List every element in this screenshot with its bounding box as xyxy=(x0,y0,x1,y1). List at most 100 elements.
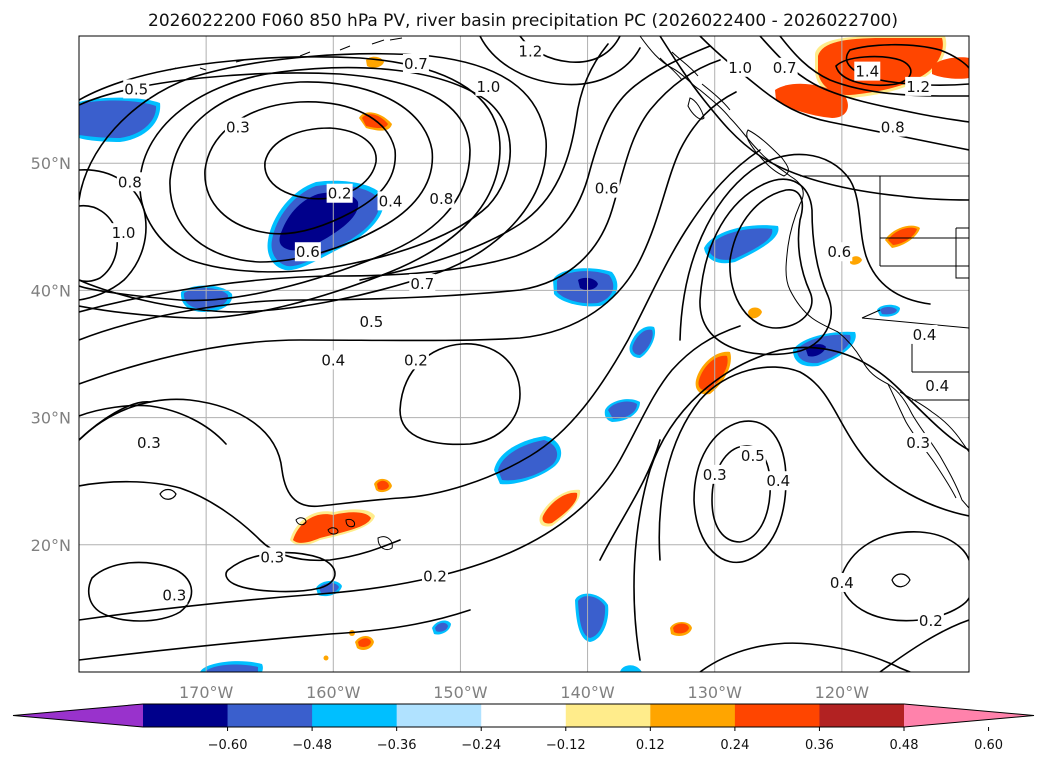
contour-label-text: 0.2 xyxy=(404,351,428,369)
lat-tick-label: 50°N xyxy=(31,154,71,173)
contour-label-text: 1.4 xyxy=(855,63,879,81)
pv-contour-0.5b xyxy=(79,59,721,341)
pv-contour-0.2 xyxy=(264,127,377,200)
contour-labels: 0.50.30.2 0.4 0.80.60.81.00.70.50.4 0.20.30… xyxy=(110,41,951,631)
contour-label-bg xyxy=(771,57,798,77)
precip-negative-blob xyxy=(632,329,653,355)
contour-label-bg xyxy=(765,471,792,491)
contour-label: 0.8 xyxy=(116,172,143,192)
precip-positive-blob xyxy=(377,480,389,490)
colorbar-segment xyxy=(143,704,229,727)
pv-contour-0.4c xyxy=(79,404,227,445)
contour-label-text: 1.2 xyxy=(906,78,930,96)
pv-contour-0.2e xyxy=(699,619,969,672)
lon-tick-label: 170°W xyxy=(179,683,234,702)
contour-label-text: 1.0 xyxy=(728,59,752,77)
pv-contour-0.7d xyxy=(659,36,969,201)
contour-label-bg xyxy=(475,76,502,96)
contour-label: 0.3 xyxy=(905,433,932,453)
contour-label-bg xyxy=(161,585,188,605)
haida-gwaii xyxy=(687,97,705,120)
contour-label-bg xyxy=(123,79,150,99)
contour-label-bg xyxy=(854,61,881,81)
pv-contour-0.4 xyxy=(169,81,434,263)
contour-label-text: 0.4 xyxy=(925,377,949,395)
lon-tick-label: 150°W xyxy=(433,683,488,702)
contour-label: 0.2 xyxy=(917,611,944,631)
contour-label: 0.6 xyxy=(593,178,620,198)
pv-contour-0.3f xyxy=(79,401,151,441)
pv-contour-0.3c xyxy=(79,480,401,562)
contour-label: 0.7 xyxy=(409,274,436,294)
latitude-tick-labels: 50°N 40°N 30°N 20°N xyxy=(31,154,71,555)
contour-label: 1.0 xyxy=(727,57,754,77)
precip-positive-blob xyxy=(888,227,917,245)
precip-negative-blob xyxy=(608,401,637,419)
pv-contour-0.3 xyxy=(204,101,397,235)
contour-label-bg xyxy=(409,274,436,294)
colorbar: −0.60 −0.48 −0.36 −0.24 −0.12 0.12 0.24 0.36 0.4… xyxy=(12,703,1035,753)
pv-contour-1.0c xyxy=(479,36,641,86)
precip-negative-blob xyxy=(498,440,558,481)
pv-contour-0.4d xyxy=(679,153,931,341)
lat-tick-label: 20°N xyxy=(31,536,71,555)
contour-label: 0.3 xyxy=(135,433,162,453)
pv-contour-small-ring-east xyxy=(891,573,911,588)
longitude-tick-labels: 170°W 160°W 150°W 140°W 130°W 120°W xyxy=(179,683,869,702)
pv-contour-0.3h xyxy=(633,346,969,661)
colorbar-extend-low xyxy=(13,704,143,727)
contour-label-bg xyxy=(924,375,951,395)
precip-negative-blob xyxy=(319,582,339,594)
vancouver-island xyxy=(746,129,789,177)
contour-label-text: 0.7 xyxy=(410,275,434,293)
contour-label-bg xyxy=(428,188,455,208)
colorbar-segment xyxy=(565,704,651,727)
contour-label-text: 0.2 xyxy=(328,185,352,203)
pv-contour-0.2b xyxy=(399,343,521,446)
colorbar-tick-label: 0.60 xyxy=(974,738,1003,753)
contour-label-bg xyxy=(377,191,404,211)
contour-label: 0.2 xyxy=(326,183,353,203)
contour-label-text: 1.0 xyxy=(476,78,500,96)
colorbar-segment xyxy=(227,704,313,727)
precip-positive-blob xyxy=(542,492,578,524)
contour-label-text: 0.3 xyxy=(137,434,161,452)
contour-label: 0.6 xyxy=(826,242,853,262)
colorbar-tick-label: −0.12 xyxy=(546,738,586,753)
contour-label-text: 0.3 xyxy=(906,434,930,452)
contour-label-text: 0.4 xyxy=(830,574,854,592)
contour-label-bg xyxy=(739,445,766,465)
contour-label-text: 0.4 xyxy=(379,192,403,210)
colorbar-segment xyxy=(650,704,736,727)
precip-positive-blob xyxy=(748,307,762,319)
contour-label-text: 0.2 xyxy=(919,612,943,630)
lat-tick-label: 30°N xyxy=(31,409,71,428)
pv-contour-1.0 xyxy=(79,205,118,283)
colorbar-tick-label: −0.36 xyxy=(377,738,417,753)
colorbar-segment xyxy=(734,704,820,727)
contour-label-text: 0.3 xyxy=(226,119,250,137)
precip-positive-blob xyxy=(673,623,689,634)
contour-label: 0.5 xyxy=(739,445,766,465)
map-content: 0.50.30.2 0.4 0.80.60.81.00.70.50.4 0.20.30… xyxy=(79,36,969,672)
contour-label-bg xyxy=(593,178,620,198)
precip-negative-blob xyxy=(79,100,157,138)
lon-tick-label: 160°W xyxy=(306,683,361,702)
contour-label-bg xyxy=(905,433,932,453)
contour-label: 1.0 xyxy=(110,223,137,243)
contour-label-text: 0.2 xyxy=(423,568,447,586)
contour-label-text: 0.3 xyxy=(703,466,727,484)
contour-label: 0.8 xyxy=(879,117,906,137)
precip-positive-blob xyxy=(358,638,371,647)
colorbar-segment xyxy=(819,704,905,727)
contour-label-text: 0.8 xyxy=(118,173,142,191)
colorbar-tick-label: −0.60 xyxy=(208,738,248,753)
contour-label-text: 0.7 xyxy=(773,59,797,77)
contour-label-bg xyxy=(911,324,938,344)
pv-contour-0.3d xyxy=(87,561,193,622)
precip-negative-blob xyxy=(435,622,448,632)
contour-label-bg xyxy=(905,76,932,96)
contour-label-text: 0.8 xyxy=(429,190,453,208)
colorbar-tick-label: 0.24 xyxy=(720,738,749,753)
